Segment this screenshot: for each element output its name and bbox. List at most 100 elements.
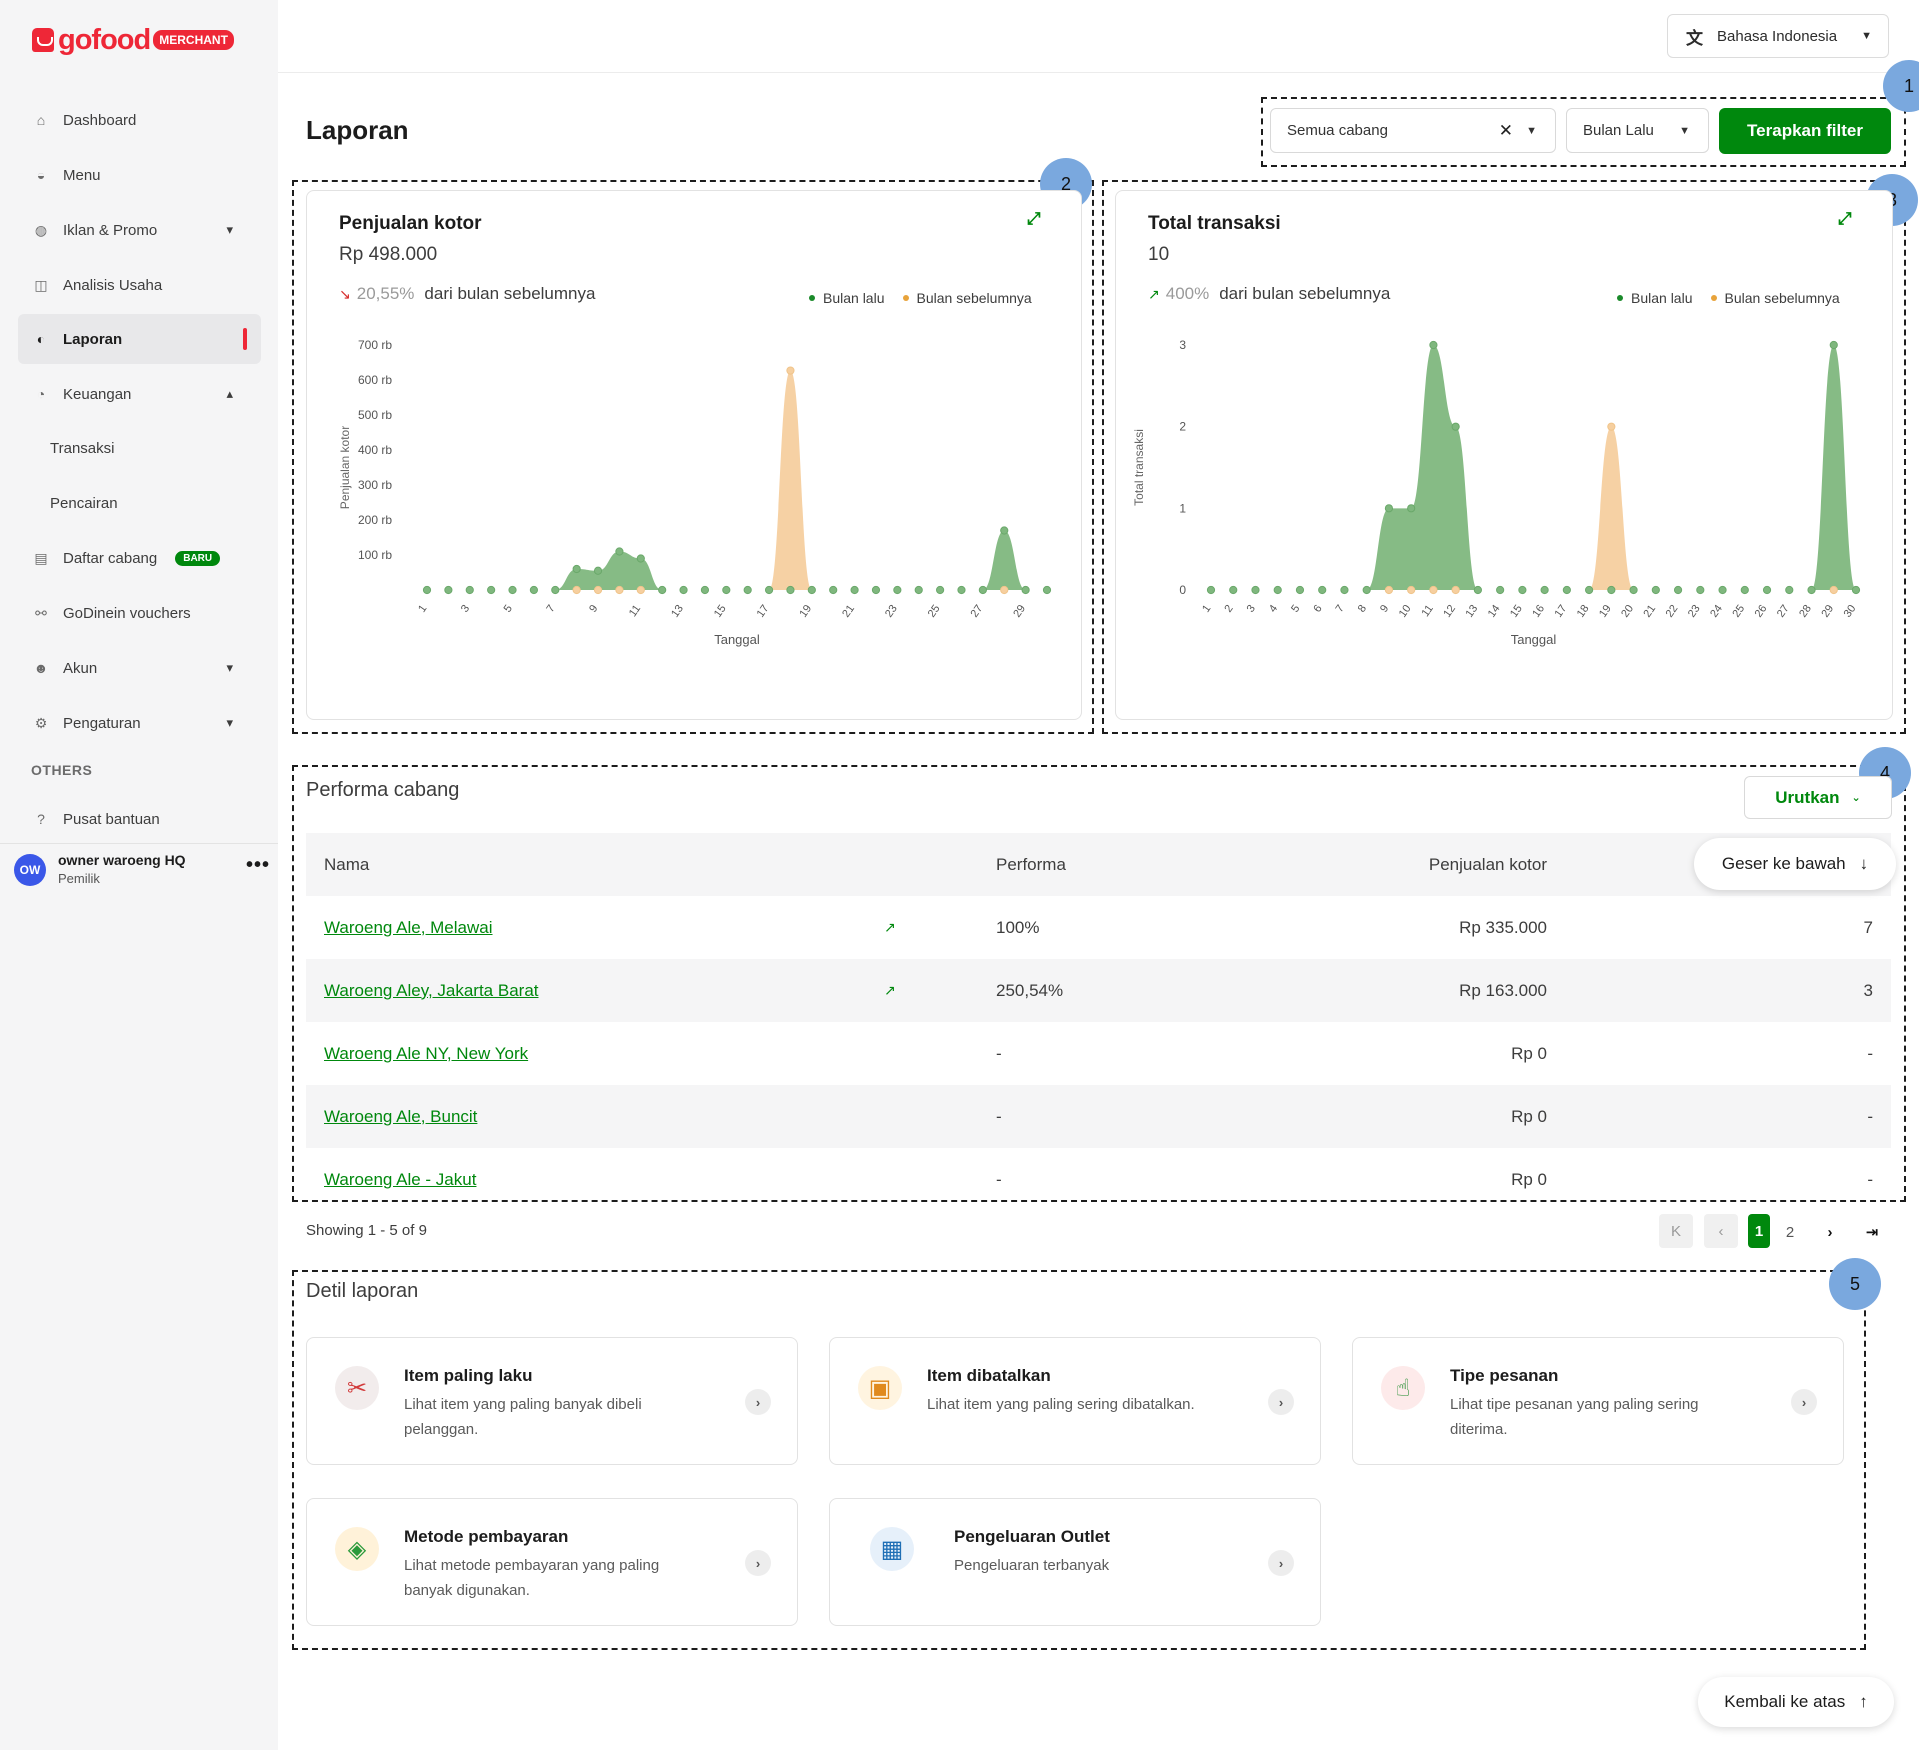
sidebar-subitem-transaksi[interactable]: Transaksi [50, 440, 115, 457]
detail-title: Detil laporan [306, 1280, 419, 1302]
first-page-button[interactable]: K [1659, 1214, 1693, 1248]
others-heading: OTHERS [31, 762, 93, 778]
series-area [1211, 345, 1856, 590]
order-type-icon: ☝ [1381, 1366, 1425, 1410]
branch-link[interactable]: Waroeng Ale NY, New York [324, 1043, 529, 1063]
performance-title: Performa cabang [306, 779, 460, 801]
arrow-down-icon: ↓ [1859, 854, 1869, 873]
page-button-2[interactable]: 2 [1785, 1223, 1795, 1241]
column-header-sales[interactable]: Penjualan kotor [1428, 854, 1547, 874]
transaction-value: - [1867, 1169, 1873, 1189]
column-header-performance[interactable]: Performa [996, 854, 1066, 874]
trend-up-icon: ↗ [884, 919, 896, 935]
sidebar-item-keuangan[interactable]: ◔ Keuangan ▴ [18, 369, 261, 419]
next-page-button[interactable]: › [1827, 1223, 1833, 1241]
page-button-1[interactable]: 1 [1748, 1214, 1770, 1248]
sidebar-item-laporan[interactable]: ◐ Laporan [18, 314, 261, 364]
detail-card-tipe-pesanan[interactable]: ☝ Tipe pesanan Lihat tipe pesanan yang p… [1352, 1337, 1844, 1465]
scroll-down-button[interactable]: Geser ke bawah ↓ [1694, 838, 1896, 890]
sidebar-subitem-pencairan[interactable]: Pencairan [50, 495, 118, 512]
data-point [807, 585, 816, 595]
delta-percent: 20,55% [356, 284, 415, 303]
data-point [636, 554, 645, 563]
sales-value: Rp 163.000 [1459, 980, 1547, 1000]
prev-page-button[interactable]: ‹ [1704, 1214, 1738, 1248]
series-area [427, 370, 1047, 590]
branch-link[interactable]: Waroeng Ale - Jakut [324, 1169, 477, 1189]
data-point [615, 585, 624, 595]
chevron-right-icon[interactable]: › [745, 1389, 771, 1415]
y-tick-label: 2 [1179, 420, 1186, 434]
chevron-right-icon[interactable]: › [1791, 1389, 1817, 1415]
sidebar-item-analisis-usaha[interactable]: ◫ Analisis Usaha [18, 260, 261, 310]
x-tick-label: 1 [1200, 603, 1213, 615]
sidebar-item-menu[interactable]: ◒ Menu [18, 150, 261, 200]
y-tick-label: 700 rb [358, 338, 392, 352]
table-header: Nama Performa Penjualan kotor [306, 833, 1891, 896]
language-selector[interactable]: 文 Bahasa Indonesia ▼ [1667, 14, 1889, 58]
transaction-value: 7 [1863, 917, 1873, 937]
annotation-box-trx-chart [1102, 180, 1906, 734]
sidebar-item-godinein-vouchers[interactable]: ⚯ GoDinein vouchers [18, 588, 261, 638]
branch-link[interactable]: Waroeng Ale, Buncit [324, 1106, 478, 1126]
profile-panel[interactable]: OW owner waroeng HQ Pemilik ••• [0, 843, 278, 895]
sidebar-item-label: Keuangan [63, 385, 132, 403]
sidebar-item-akun[interactable]: ☻ Akun ▾ [18, 643, 261, 693]
detail-card-desc: Lihat item yang paling banyak dibeli pel… [404, 1396, 642, 1438]
gofood-logo[interactable]: gofood MERCHANT [32, 24, 234, 56]
sidebar-item-iklan-promo[interactable]: ◍ Iklan & Promo ▾ [18, 205, 261, 255]
data-point [978, 585, 987, 595]
branch-link[interactable]: Waroeng Aley, Jakarta Barat [324, 980, 539, 1000]
delta-percent: 400% [1165, 284, 1210, 303]
sidebar-item-label: Menu [63, 166, 101, 184]
x-tick-label: 1 [416, 603, 429, 615]
data-point [636, 585, 645, 595]
last-page-button[interactable]: ⇥ [1865, 1224, 1879, 1241]
detail-card-title: Item paling laku [404, 1366, 533, 1385]
sales-value: Rp 0 [1511, 1169, 1547, 1189]
expand-icon[interactable]: ⤢ [1027, 209, 1041, 228]
chevron-right-icon[interactable]: › [745, 1550, 771, 1576]
data-point [1807, 585, 1816, 595]
sidebar-item-dashboard[interactable]: ⌂ Dashboard [18, 95, 261, 145]
x-tick-label: 27 [1775, 603, 1792, 620]
column-header-name[interactable]: Nama [324, 854, 370, 874]
chevron-right-icon[interactable]: › [1268, 1550, 1294, 1576]
chevron-right-icon[interactable]: › [1268, 1389, 1294, 1415]
branch-select[interactable]: Semua cabang ✕ ▼ [1270, 108, 1556, 153]
detail-card-item-paling-laku[interactable]: ✂ Item paling laku Lihat item yang palin… [306, 1337, 798, 1465]
annotation-box-detail [292, 1270, 1866, 1650]
data-point [786, 366, 795, 375]
sidebar-item-daftar-cabang[interactable]: ▤ Daftar cabang BARU [18, 533, 261, 583]
x-tick-label: 15 [1508, 603, 1525, 620]
clear-icon[interactable]: ✕ [1498, 120, 1513, 140]
transaction-value: - [1867, 1043, 1873, 1063]
data-point [1473, 585, 1482, 595]
finance-icon: ◔ [36, 386, 46, 402]
more-options-icon[interactable]: ••• [246, 854, 271, 876]
profile-name: owner waroeng HQ [58, 852, 186, 868]
back-to-top-button[interactable]: Kembali ke atas ↑ [1698, 1677, 1894, 1727]
data-point [572, 564, 581, 574]
detail-card-pengeluaran-outlet[interactable]: ▦ Pengeluaran Outlet Pengeluaran terbany… [829, 1498, 1321, 1626]
detail-card-desc: Lihat metode pembayaran yang paling bany… [404, 1557, 660, 1599]
detail-card-metode-pembayaran[interactable]: ◈ Metode pembayaran Lihat metode pembaya… [306, 1498, 798, 1626]
x-tick-label: 15 [712, 603, 729, 620]
legend-dot-previous [902, 295, 909, 301]
legend-label-current: Bulan lalu [1631, 290, 1693, 306]
sort-button[interactable]: Urutkan ⌄ [1744, 776, 1892, 819]
y-tick-label: 200 rb [358, 513, 392, 527]
apply-filter-button[interactable]: Terapkan filter [1719, 108, 1891, 154]
chart-title: Penjualan kotor [339, 213, 482, 234]
x-tick-label: 13 [669, 603, 686, 620]
branch-link[interactable]: Waroeng Ale, Melawai [324, 917, 493, 937]
data-point [1851, 585, 1861, 595]
data-point [936, 585, 945, 595]
sidebar-item-pusat-bantuan[interactable]: ? Pusat bantuan [18, 794, 261, 844]
y-axis-label: Total transaksi [1132, 429, 1146, 506]
period-select[interactable]: Bulan Lalu ▼ [1566, 108, 1709, 153]
expand-icon[interactable]: ⤢ [1838, 209, 1852, 228]
detail-card-item-dibatalkan[interactable]: ▣ Item dibatalkan Lihat item yang paling… [829, 1337, 1321, 1465]
sidebar-item-pengaturan[interactable]: ⚙ Pengaturan ▾ [18, 698, 261, 748]
performance-value: - [996, 1169, 1002, 1189]
